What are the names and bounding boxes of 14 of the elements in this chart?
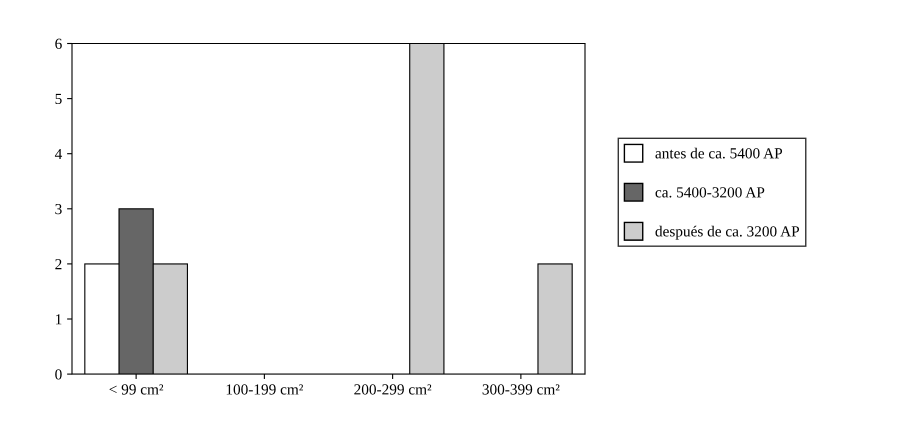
x-tick-label: 100-199 cm²	[226, 384, 304, 395]
x-tick-label: 300-399 cm²	[482, 384, 560, 395]
x-tick-label: < 99 cm²	[110, 384, 164, 395]
y-tick-label: 6	[55, 38, 62, 49]
y-tick-label: 1	[56, 314, 62, 324]
legend-label: después de ca. 3200 AP	[656, 226, 800, 240]
y-tick-label: 0	[55, 369, 62, 380]
y-tick-label: 4	[54, 148, 62, 159]
legend-label: antes de ca. 5400 AP	[655, 148, 782, 159]
y-tick-label: 3	[55, 204, 62, 214]
legend-label: ca. 5400-3200 AP	[656, 187, 764, 198]
x-tick-label: 200-299 cm²	[354, 384, 432, 395]
y-tick-label: 2	[55, 259, 62, 270]
y-tick-label: 5	[56, 94, 62, 104]
